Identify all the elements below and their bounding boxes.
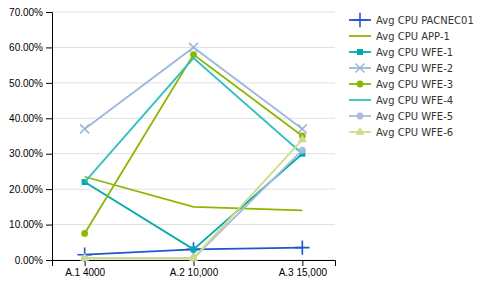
tick-label: A.1 4000 — [65, 267, 105, 278]
tick: 10.00% — [9, 219, 52, 230]
legend-marker — [357, 113, 364, 120]
legend-entry: Avg CPU WFE-6 — [349, 127, 453, 138]
legend-marker — [357, 49, 363, 55]
tick-mark — [46, 83, 52, 84]
legend-label: Avg CPU WFE-3 — [376, 79, 453, 90]
tick-mark — [46, 260, 52, 261]
legend-entry: Avg CPU WFE-3 — [349, 79, 453, 90]
point — [298, 134, 307, 142]
tick-label: 70.00% — [9, 7, 43, 18]
tick-label: 20.00% — [9, 184, 43, 195]
chart: 0.00% 10.00% 20.00% 30.00% 40.00% 50.00% 60.00… — [0, 0, 480, 288]
marks — [77, 43, 309, 262]
tick-label: 60.00% — [9, 42, 43, 53]
grid-line — [52, 12, 335, 13]
tick: 20.00% — [9, 184, 52, 195]
point — [189, 253, 198, 261]
tick-label: 50.00% — [9, 78, 43, 89]
tick-mark — [302, 260, 303, 266]
series — [80, 43, 307, 134]
line — [85, 58, 303, 182]
tick-label: 30.00% — [9, 148, 43, 159]
tick: 60.00% — [9, 42, 52, 53]
grid-line — [52, 82, 335, 83]
point — [189, 43, 198, 52]
legend-label: Avg CPU WFE-2 — [376, 63, 453, 74]
legend-marker — [357, 81, 364, 88]
legend-label: Avg CPU APP-1 — [376, 31, 450, 42]
point — [299, 147, 306, 154]
legend-entry: Avg CPU PACNEC01 — [349, 13, 474, 27]
line — [85, 140, 303, 259]
point — [80, 124, 89, 133]
legend-label: Avg CPU WFE-5 — [376, 111, 453, 122]
point — [191, 246, 197, 252]
legend-marker — [355, 63, 364, 72]
point — [80, 253, 89, 261]
plot: 0.00% 10.00% 20.00% 30.00% 40.00% 50.00% 60.00… — [9, 7, 335, 278]
tick: 40.00% — [9, 113, 52, 124]
tick: A.2 10,000 — [170, 260, 219, 278]
tick: A.1 4000 — [65, 260, 105, 278]
line — [85, 150, 303, 258]
point — [298, 124, 307, 133]
legend-label: Avg CPU WFE-6 — [376, 127, 453, 138]
grid-line — [52, 118, 335, 119]
series — [81, 147, 305, 262]
tick: 0.00% — [15, 255, 52, 266]
legend-label: Avg CPU WFE-1 — [376, 47, 453, 58]
tick-label: 40.00% — [9, 113, 43, 124]
tick: 50.00% — [9, 78, 52, 89]
legend-swatch — [349, 35, 371, 37]
legend-entry: Avg CPU WFE-1 — [349, 47, 453, 58]
grid-line — [52, 224, 335, 225]
tick-mark — [46, 47, 52, 48]
tick-label: A.2 10,000 — [170, 267, 219, 278]
line — [85, 154, 303, 250]
point — [295, 240, 309, 254]
tick-label: 10.00% — [9, 219, 43, 230]
legend-entry: Avg CPU WFE-2 — [349, 63, 453, 74]
series — [82, 151, 306, 253]
tick-mark — [46, 154, 52, 155]
tick-label: 0.00% — [15, 255, 43, 266]
tick-mark — [46, 225, 52, 226]
legend-entry: Avg CPU WFE-4 — [349, 95, 453, 106]
tick-mark — [46, 189, 52, 190]
tick-label: A.3 15,000 — [279, 267, 328, 278]
line — [85, 47, 303, 128]
series — [81, 51, 305, 237]
legend-marker — [353, 13, 367, 27]
grid-line — [52, 153, 335, 154]
series — [80, 134, 307, 261]
legend-label: Avg CPU PACNEC01 — [376, 15, 474, 26]
y-axis: 0.00% 10.00% 20.00% 30.00% 40.00% 50.00% 60.00… — [9, 7, 52, 266]
legend-label: Avg CPU WFE-4 — [376, 95, 453, 106]
tick-mark — [46, 118, 52, 119]
tick: 70.00% — [9, 7, 52, 18]
series — [85, 58, 303, 182]
tick-mark — [46, 12, 52, 13]
line — [85, 55, 303, 234]
axis-line — [46, 13, 53, 261]
x-axis: A.1 4000 A.2 10,000 A.3 15,000 — [53, 260, 336, 278]
point — [77, 247, 91, 261]
legend-marker — [355, 127, 364, 135]
point — [81, 230, 88, 237]
grid — [52, 12, 335, 260]
legend-swatch — [349, 99, 371, 101]
tick: A.3 15,000 — [279, 260, 328, 278]
tick: 30.00% — [9, 148, 52, 159]
legend-entry: Avg CPU APP-1 — [349, 31, 450, 42]
legend: Avg CPU PACNEC01 Avg CPU APP-1 Avg CPU WFE… — [349, 13, 474, 138]
legend-entry: Avg CPU WFE-5 — [349, 111, 453, 122]
